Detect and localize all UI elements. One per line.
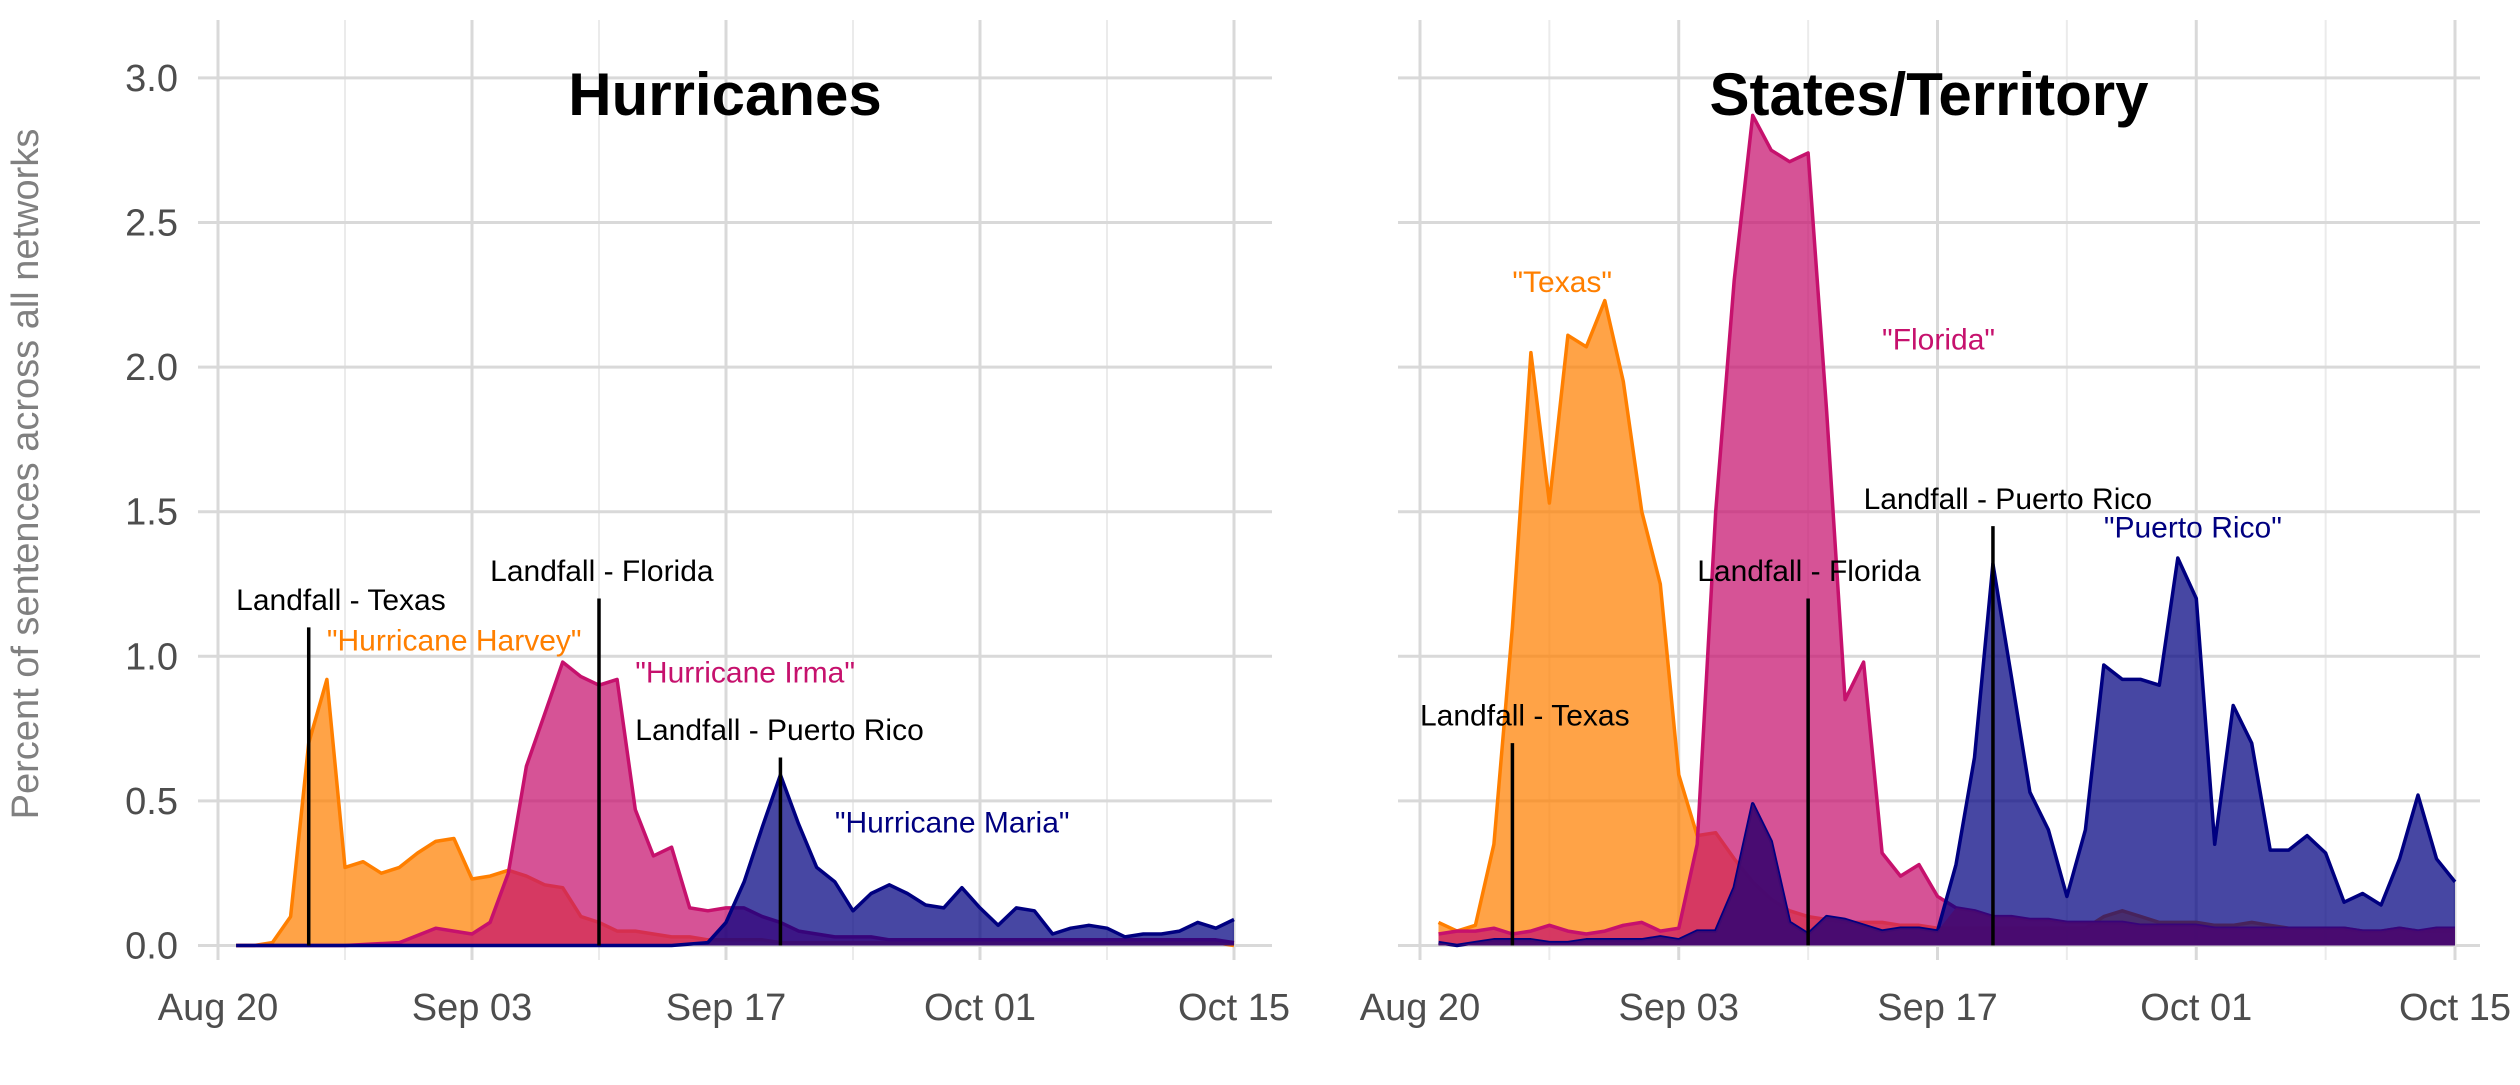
area-hurricane-harvey	[236, 679, 1235, 946]
panel-1: Landfall - Texas Landfall - Florida Landfa…	[125, 20, 1290, 1029]
series-label: "Hurricane Harvey"	[327, 625, 582, 658]
y-tick-label: 1.0	[125, 636, 178, 678]
x-tick-label: Oct 01	[924, 987, 1036, 1029]
series-label: "Florida"	[1882, 324, 1995, 357]
x-tick-label: Aug 20	[158, 987, 278, 1029]
area-texas	[1438, 300, 2455, 946]
x-tick-label: Sep 03	[412, 987, 532, 1029]
landfall-label: Landfall - Florida	[490, 555, 714, 588]
y-tick-label: 2.5	[125, 202, 178, 244]
landfall-label: Landfall - Texas	[236, 584, 446, 617]
x-tick-label: Oct 15	[1178, 987, 1290, 1029]
landfall-label: Landfall - Texas	[1420, 700, 1630, 733]
panel-title: Hurricanes	[568, 61, 881, 128]
x-tick-label: Aug 20	[1360, 987, 1480, 1029]
series-label: "Texas"	[1512, 266, 1612, 299]
y-tick-label: 0.0	[125, 926, 178, 968]
x-tick-label: Oct 01	[2140, 987, 2252, 1029]
series-label: "Puerto Rico"	[2104, 512, 2282, 545]
area-hurricane-maria	[236, 774, 1235, 946]
y-tick-label: 1.5	[125, 492, 178, 534]
x-tick-label: Sep 03	[1619, 987, 1739, 1029]
panel-2: Landfall - Texas Landfall - Florida Landfa…	[1360, 20, 2511, 1029]
x-tick-label: Sep 17	[1877, 987, 1997, 1029]
x-tick-label: Oct 15	[2399, 987, 2511, 1029]
landfall-label: Landfall - Florida	[1697, 555, 1921, 588]
area-overlap	[1438, 803, 2455, 946]
area-puerto-rico	[1438, 558, 2455, 946]
series-label: "Hurricane Maria"	[835, 807, 1070, 840]
landfall-label: Landfall - Puerto Rico	[635, 714, 924, 747]
series-label: "Hurricane Irma"	[635, 656, 855, 689]
y-tick-label: 3.0	[125, 58, 178, 100]
x-tick-label: Sep 17	[666, 987, 786, 1029]
line-hurricane-maria	[236, 773, 1235, 948]
y-axis-label: Percent of sentences across all networks	[5, 129, 47, 820]
y-tick-label: 0.5	[125, 781, 178, 823]
landfall-label: Landfall - Puerto Rico	[1864, 483, 2152, 516]
panel-title: States/Territory	[1709, 61, 2149, 128]
y-tick-label: 2.0	[125, 347, 178, 389]
